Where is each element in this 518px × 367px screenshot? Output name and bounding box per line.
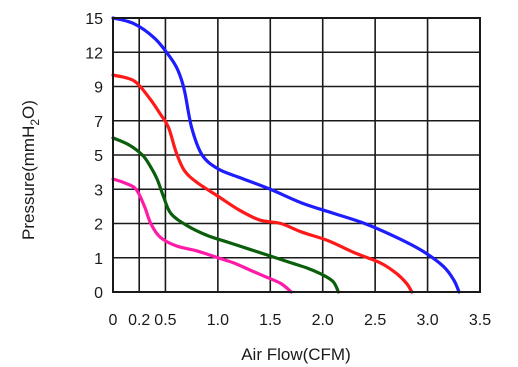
- series-line-4: [111, 177, 293, 294]
- y-tick-label: 7: [94, 114, 103, 131]
- y-tick-label: 1: [94, 251, 103, 268]
- x-tick-labels: 0 0.2 0.5 1.0 1.5 2.0 2.5 3.0 3.5: [109, 312, 492, 329]
- x-tick-label: 3.0: [416, 312, 438, 329]
- y-tick-label: 9: [94, 80, 103, 97]
- y-tick-label: 12: [85, 45, 103, 62]
- series-group: [111, 16, 461, 294]
- x-tick-label: 0.2: [128, 312, 150, 329]
- y-tick-label: 3: [94, 182, 103, 199]
- y-tick-label: 5: [94, 148, 103, 165]
- series-line-3: [111, 136, 341, 294]
- y-tick-label: 0: [94, 285, 103, 302]
- y-tick-label: 15: [85, 11, 103, 28]
- x-tick-label: 0: [109, 312, 118, 329]
- x-tick-label: 2.0: [312, 312, 334, 329]
- x-tick-label: 0.5: [154, 312, 176, 329]
- x-axis-label: Air Flow(CFM): [241, 345, 351, 364]
- y-axis-label-post: O): [19, 100, 38, 119]
- series-line-2: [111, 73, 414, 294]
- series-line-1: [111, 16, 461, 294]
- y-tick-label: 2: [94, 217, 103, 234]
- y-axis-label-sub: 2: [28, 119, 42, 126]
- y-axis-label: Pressure(mmH2O): [19, 100, 42, 240]
- x-tick-label: 1.5: [259, 312, 281, 329]
- plot-frame: [112, 17, 481, 293]
- x-tick-label: 2.5: [364, 312, 386, 329]
- y-axis-label-pre: Pressure(mmH: [19, 126, 38, 240]
- x-tick-label: 1.0: [207, 312, 229, 329]
- x-tick-label: 3.5: [469, 312, 491, 329]
